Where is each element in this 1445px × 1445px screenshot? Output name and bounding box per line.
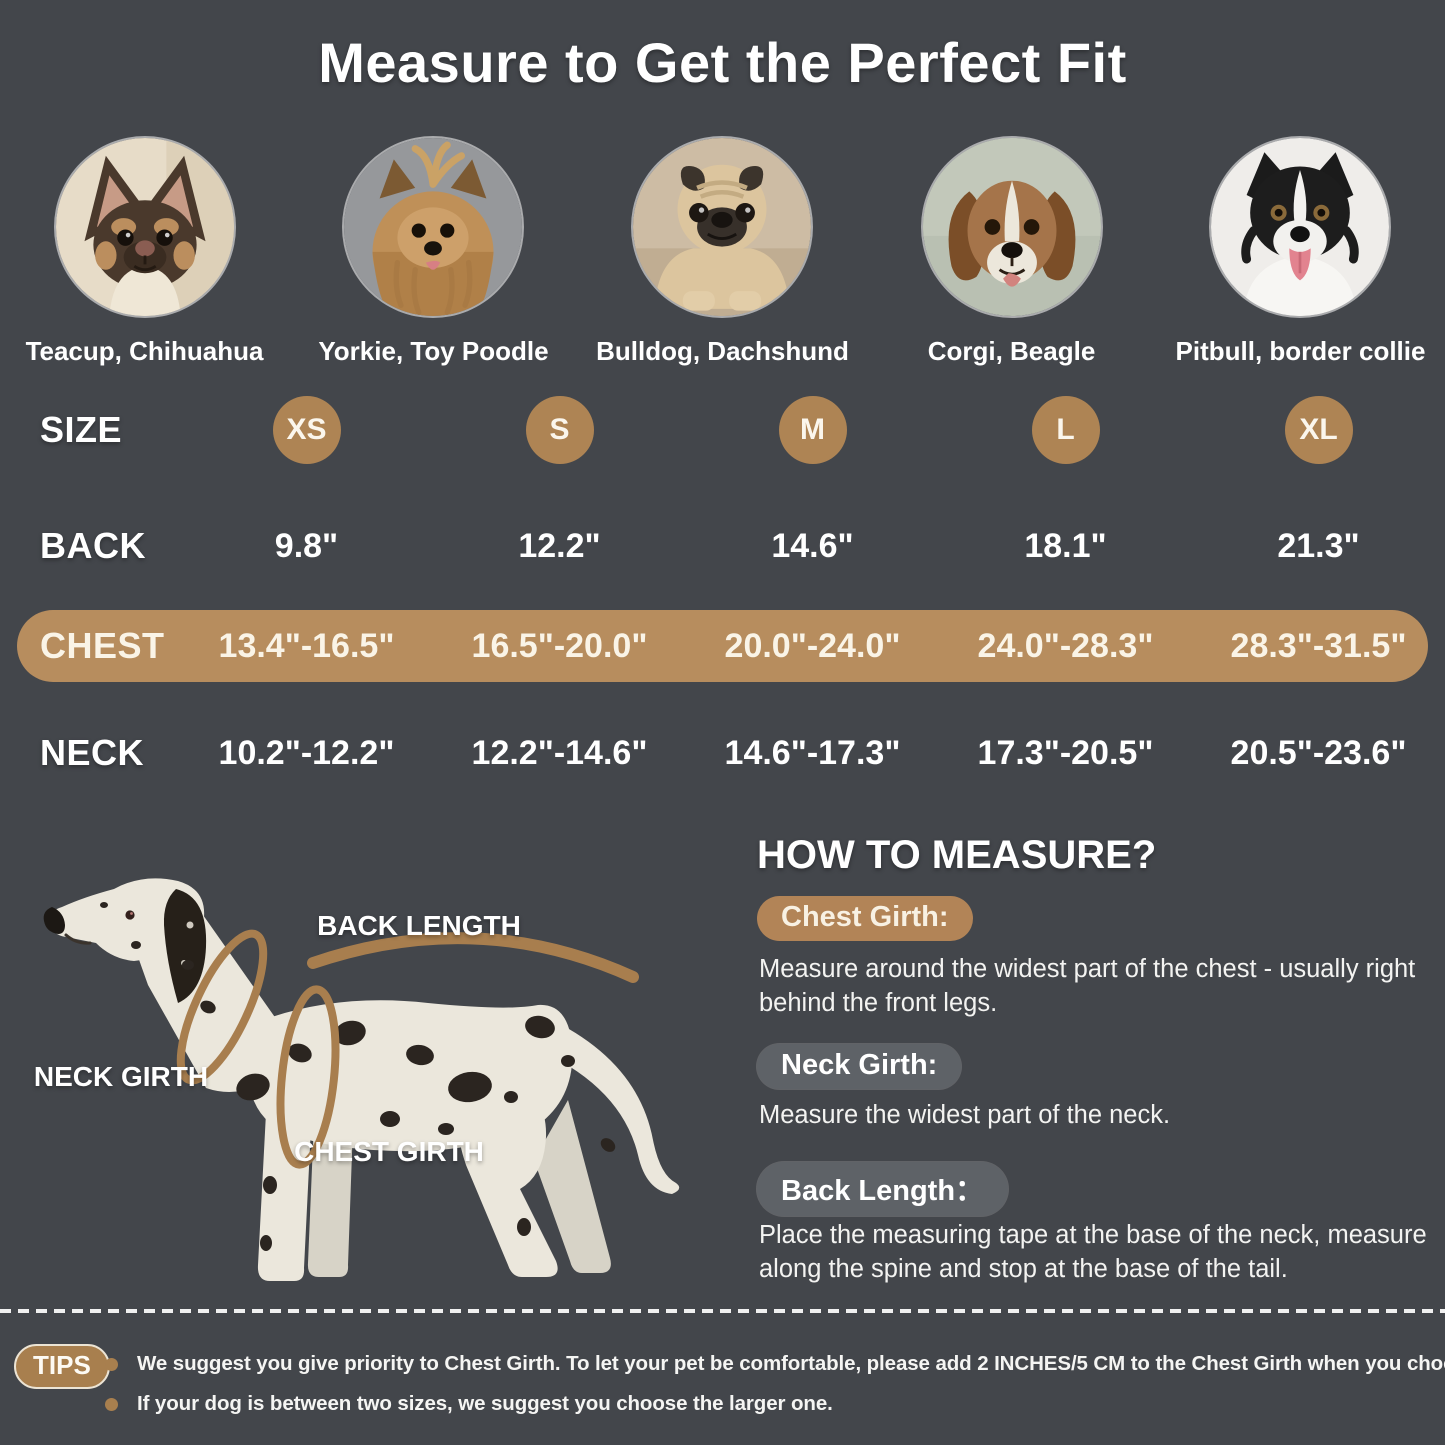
yorkie-photo	[344, 138, 523, 316]
chest-girth-text: Measure around the widest part of the ch…	[759, 955, 1416, 1018]
size-badge-s: S	[525, 396, 594, 464]
row-label-size: SIZE	[40, 409, 123, 450]
how-to-measure-section: HOW TO MEASURE? Chest Girth: Measure aro…	[757, 833, 1445, 1303]
tip-text: We suggest you give priority to Chest Gi…	[137, 1352, 1445, 1375]
dashed-divider	[0, 1309, 1445, 1313]
neck-girth-badge: Neck Girth:	[757, 1044, 962, 1089]
back-length-label: BACK LENGTH	[317, 910, 521, 941]
measurement-diagram: BACK LENGTH NECK GIRTH CHEST GIRTH	[8, 845, 708, 1305]
breed-label: Pitbull, border collie	[1175, 336, 1426, 366]
back-length-badge: Back Length：	[757, 1162, 1009, 1216]
bullet-dot-icon	[105, 1357, 118, 1371]
back-value: 14.6"	[771, 526, 854, 565]
chihuahua-photo	[55, 138, 234, 316]
table-row-back: BACK 9.8" 12.2" 14.6" 18.1" 21.3"	[0, 521, 1445, 571]
yorkie-illustration	[344, 138, 523, 316]
page-title: Measure to Get the Perfect Fit	[318, 31, 1127, 94]
table-row-chest: CHEST 13.4"-16.5" 16.5"-20.0" 20.0"-24.0…	[0, 610, 1445, 682]
breed-label: Teacup, Chihuahua	[25, 336, 264, 366]
row-label-neck: NECK	[40, 732, 145, 773]
breed-label: Yorkie, Toy Poodle	[318, 336, 549, 366]
tip-item: We suggest you give priority to Chest Gi…	[105, 1352, 1445, 1376]
dalmatian-illustration	[43, 878, 680, 1281]
neck-girth-text: Measure the widest part of the neck.	[759, 1101, 1171, 1129]
breed-photo-row: Teacup, Chihuahua Yorkie, Toy Poodle	[0, 138, 1445, 367]
breed-beagle: Corgi, Beagle	[922, 138, 1101, 367]
border-collie-photo	[1211, 138, 1390, 316]
breed-collie: Pitbull, border collie	[1175, 138, 1426, 367]
pug-photo	[633, 138, 812, 316]
chest-value: 28.3"-31.5"	[1230, 626, 1407, 665]
breed-bulldog: Bulldog, Dachshund	[596, 138, 849, 367]
tip-item: If your dog is between two sizes, we sug…	[105, 1392, 833, 1416]
chihuahua-illustration	[55, 138, 234, 316]
border-collie-illustration	[1211, 138, 1390, 316]
chest-girth-label: CHEST GIRTH	[294, 1136, 484, 1167]
size-badge-xl: XL	[1284, 396, 1353, 464]
neck-value: 20.5"-23.6"	[1230, 733, 1407, 772]
pug-illustration	[633, 138, 812, 316]
row-label-chest: CHEST	[40, 625, 165, 666]
back-value: 21.3"	[1277, 526, 1360, 565]
chest-value: 24.0"-28.3"	[977, 626, 1154, 665]
breed-yorkie: Yorkie, Toy Poodle	[318, 138, 549, 367]
breed-label: Bulldog, Dachshund	[596, 336, 849, 366]
chest-value: 20.0"-24.0"	[724, 626, 901, 665]
table-row-size: SIZE XS S M L XL	[0, 396, 1445, 464]
neck-value: 10.2"-12.2"	[218, 733, 395, 772]
breed-chihuahua: Teacup, Chihuahua	[25, 138, 264, 367]
back-length-tape	[307, 932, 639, 983]
chest-value: 16.5"-20.0"	[471, 626, 648, 665]
neck-value: 17.3"-20.5"	[977, 733, 1154, 772]
tip-text: If your dog is between two sizes, we sug…	[137, 1392, 833, 1415]
beagle-illustration	[922, 138, 1101, 316]
how-to-measure-heading: HOW TO MEASURE?	[757, 833, 1157, 877]
neck-girth-tape	[176, 929, 268, 1085]
neck-value: 12.2"-14.6"	[471, 733, 648, 772]
chest-girth-badge: Chest Girth:	[757, 896, 973, 941]
size-badge-m: M	[778, 396, 847, 464]
beagle-photo	[922, 138, 1101, 316]
size-badge-l: L	[1031, 396, 1100, 464]
breed-label: Corgi, Beagle	[927, 336, 1096, 366]
size-badge-xs: XS	[272, 396, 341, 464]
chest-highlight-bar	[17, 610, 1428, 682]
back-length-text: Place the measuring tape at the base of …	[759, 1221, 1427, 1284]
chest-girth-tape	[276, 985, 340, 1169]
chest-value: 13.4"-16.5"	[218, 626, 395, 665]
row-label-back: BACK	[40, 525, 146, 566]
neck-girth-label: NECK GIRTH	[33, 1061, 209, 1092]
back-value: 9.8"	[274, 526, 339, 565]
table-row-neck: NECK 10.2"-12.2" 12.2"-14.6" 14.6"-17.3"…	[0, 728, 1445, 778]
back-value: 12.2"	[518, 526, 601, 565]
back-value: 18.1"	[1024, 526, 1107, 565]
neck-value: 14.6"-17.3"	[724, 733, 901, 772]
tips-badge: TIPS	[14, 1344, 110, 1389]
bullet-dot-icon	[105, 1397, 118, 1411]
